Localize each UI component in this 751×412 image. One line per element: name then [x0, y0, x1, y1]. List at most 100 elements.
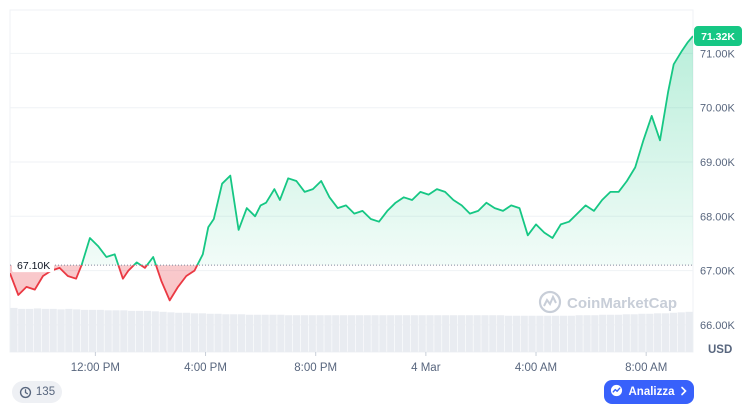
volume-bar — [316, 315, 324, 352]
volume-bar — [135, 310, 144, 352]
volume-bar — [198, 313, 206, 352]
volume-bar — [434, 315, 442, 352]
volume-bar — [599, 314, 607, 352]
price-line — [10, 35, 693, 302]
volume-bar — [387, 315, 395, 352]
volume-bar — [536, 315, 544, 352]
volume-bar — [410, 315, 418, 352]
volume-bar — [481, 315, 489, 352]
volume-bar — [583, 315, 591, 352]
volume-bar — [65, 308, 73, 352]
volume-bar — [151, 311, 159, 352]
volume-bar — [96, 309, 104, 352]
x-tick-label: 8:00 PM — [294, 362, 337, 374]
volume-bar — [449, 315, 458, 352]
area-above — [10, 36, 693, 266]
x-tick-label: 4 Mar — [411, 362, 441, 374]
analyze-label: Analizza — [628, 386, 675, 398]
x-tick-label: 4:00 AM — [515, 362, 557, 374]
volume-bar — [512, 315, 520, 352]
volume-bar — [504, 315, 513, 352]
reference-line: 67.10K — [10, 258, 693, 273]
volume-bar — [402, 315, 411, 352]
volume-bar — [128, 310, 136, 352]
watermark: CoinMarketCap — [538, 290, 677, 314]
volume-bar — [677, 312, 685, 352]
volume-bar — [88, 309, 97, 352]
volume-bar — [175, 312, 183, 352]
analyze-button[interactable]: Analizza — [604, 380, 694, 404]
volume-bar — [41, 308, 49, 352]
volume-bar — [497, 315, 505, 352]
volume-bars — [10, 307, 693, 352]
volume-bar — [363, 315, 371, 352]
history-icon — [19, 386, 32, 399]
volume-bar — [159, 311, 167, 352]
x-tick-label: 12:00 PM — [71, 362, 120, 374]
volume-bar — [143, 310, 152, 352]
volume-bar — [591, 315, 599, 352]
volume-bar — [324, 315, 332, 352]
chevron-right-icon — [680, 386, 688, 399]
volume-bar — [442, 315, 450, 352]
volume-bar — [206, 313, 214, 352]
volume-bar — [575, 315, 583, 352]
volume-bar — [308, 315, 316, 352]
volume-bar — [528, 315, 536, 352]
watermark-text: CoinMarketCap — [567, 295, 677, 312]
volume-bar — [73, 309, 81, 352]
volume-bar — [567, 315, 575, 352]
volume-bar — [18, 308, 26, 352]
x-tick-label: 4:00 PM — [184, 362, 227, 374]
volume-bar — [300, 315, 309, 352]
volume-bar — [630, 314, 638, 352]
volume-bar — [222, 314, 230, 352]
y-tick-label: 67.00K — [700, 266, 736, 278]
volume-bar — [379, 315, 387, 352]
volume-bar — [237, 314, 246, 352]
zoom-history-button[interactable]: 135 — [12, 381, 62, 403]
reference-label: 67.10K — [17, 260, 50, 272]
volume-bar — [49, 308, 57, 352]
x-axis-ticks: 12:00 PM 4:00 PM 8:00 PM 4 Mar 4:00 AM 8:00 A… — [71, 352, 667, 374]
volume-bar — [685, 311, 693, 352]
volume-bar — [230, 314, 238, 352]
volume-bar — [544, 315, 552, 352]
area-below — [10, 265, 693, 301]
currency-label: USD — [708, 344, 732, 356]
volume-bar — [394, 315, 403, 352]
volume-bar — [253, 314, 261, 352]
volume-bar — [638, 313, 646, 352]
volume-bar — [269, 314, 277, 352]
volume-bar — [520, 315, 528, 352]
volume-bar — [669, 312, 677, 352]
chart-icon — [610, 384, 623, 400]
volume-bar — [120, 310, 128, 352]
volume-bar — [183, 312, 191, 352]
y-tick-label: 71.00K — [700, 48, 736, 60]
volume-bar — [285, 315, 293, 352]
volume-bar — [622, 314, 630, 352]
volume-bar — [245, 314, 254, 352]
volume-bar — [57, 309, 65, 352]
volume-bar — [261, 314, 269, 352]
volume-bar — [418, 315, 426, 352]
volume-bar — [277, 314, 285, 352]
volume-bar — [26, 308, 34, 352]
volume-bar — [606, 314, 615, 352]
last-price-badge-bg — [694, 26, 742, 47]
volume-bar — [661, 313, 670, 352]
volume-bar — [654, 313, 662, 352]
volume-bar — [167, 312, 175, 352]
volume-bar — [551, 315, 560, 352]
volume-bar — [371, 315, 379, 352]
volume-bar — [214, 313, 222, 352]
volume-bar — [80, 309, 89, 352]
zoom-count: 135 — [35, 386, 56, 398]
volume-bar — [457, 315, 466, 352]
volume-bar — [10, 307, 18, 352]
y-tick-label: 69.00K — [700, 157, 736, 169]
x-tick-label: 8:00 AM — [625, 362, 667, 374]
volume-bar — [347, 315, 356, 352]
